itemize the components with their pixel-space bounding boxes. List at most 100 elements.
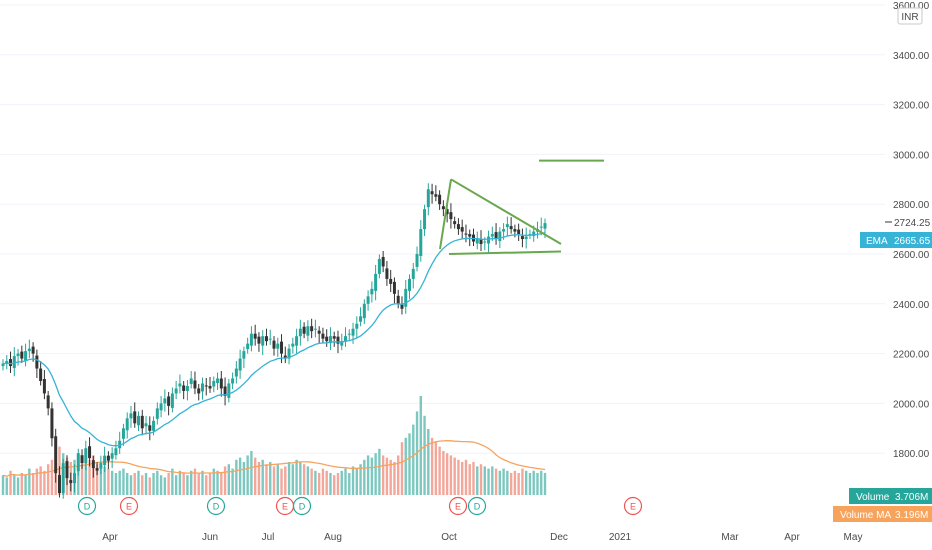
volume-bar (442, 451, 445, 495)
volume-bar (13, 475, 16, 495)
candle (46, 390, 50, 416)
y-tick-label: 2000.00 (893, 399, 930, 410)
volume-bar (363, 459, 366, 495)
volume-bar (325, 470, 328, 495)
candle (110, 447, 114, 469)
x-tick-label: 2021 (609, 532, 632, 543)
candle (453, 216, 457, 229)
price-axis[interactable]: 3600.00 3400.00 3200.00 3000.00 2800.00 2600.… (893, 1, 930, 460)
volume-bar (216, 470, 219, 495)
volume-bar (272, 466, 276, 495)
volume-bar (423, 415, 426, 495)
volume-bar (483, 466, 486, 495)
candle (137, 411, 140, 432)
candle (347, 329, 351, 342)
candle (268, 329, 272, 345)
x-tick-label: Jun (202, 532, 218, 543)
x-tick-label: Aug (324, 532, 342, 543)
candle (39, 361, 43, 386)
candle (170, 387, 174, 413)
volume-bar (122, 468, 125, 495)
time-axis[interactable]: Apr Jun Jul Aug Oct Dec 2021 Mar Apr May (102, 532, 862, 543)
candle (238, 349, 242, 379)
dividend-marker[interactable]: D (292, 496, 312, 516)
volume-bar (476, 466, 479, 495)
candle (185, 379, 189, 401)
volume-bar (374, 453, 377, 495)
volume-bar (137, 470, 140, 495)
volume-bar (299, 462, 302, 495)
candle (313, 319, 317, 338)
volume-bar (126, 473, 129, 495)
volume-bar (494, 468, 498, 495)
volume-bar (479, 464, 483, 495)
dividend-marker[interactable]: D (206, 496, 226, 516)
candle (253, 324, 257, 346)
volume-ma-badge-value: 3.196M (895, 510, 928, 521)
candle (321, 327, 325, 344)
candle (65, 455, 69, 486)
volume-bar (28, 468, 31, 495)
earnings-marker[interactable]: E (275, 496, 295, 516)
candle (121, 423, 125, 446)
volume-bar (287, 462, 291, 495)
volume-bar (321, 468, 325, 495)
volume-bar (509, 473, 513, 495)
y-tick-label: 2600.00 (893, 250, 930, 261)
y-tick-label: 3600.00 (893, 1, 930, 12)
earnings-marker[interactable]: E (119, 496, 139, 516)
candle (460, 219, 464, 239)
candle (84, 440, 88, 471)
candle (505, 216, 509, 237)
volume-bar (118, 470, 121, 495)
candle (494, 223, 498, 245)
last-price-value: 2724.25 (894, 218, 931, 229)
candle (223, 377, 227, 406)
volume-bar (536, 473, 539, 495)
volume-bar (468, 464, 471, 495)
candle (261, 330, 265, 356)
volume-bar (250, 451, 253, 495)
volume-bar (427, 429, 430, 495)
volume-bar (449, 455, 453, 495)
volume-bar (5, 477, 8, 495)
candle (57, 466, 61, 498)
candle (400, 296, 404, 315)
volume-ma-badge: Volume MA 3.196M (833, 506, 932, 522)
volume-bar (333, 475, 336, 495)
candle (27, 339, 31, 359)
candle (509, 217, 513, 234)
pennant-pattern (439, 159, 604, 255)
candle (234, 361, 238, 384)
volume-bar (506, 470, 509, 495)
volume-bar (457, 459, 460, 495)
volume-bar (235, 459, 238, 495)
volume-bar (370, 457, 374, 495)
volume-bar (412, 424, 415, 495)
volume-bar (129, 475, 133, 495)
volume-bar (487, 468, 490, 495)
volume-bar (205, 475, 208, 495)
y-tick-label: 2800.00 (893, 200, 930, 211)
candle (148, 416, 152, 441)
candlesticks (1, 183, 547, 499)
event-letter: D (474, 502, 481, 512)
dividend-marker[interactable]: D (467, 496, 487, 516)
candle (359, 307, 363, 327)
candle (16, 349, 20, 366)
earnings-marker[interactable]: E (448, 496, 468, 516)
candle (1, 359, 5, 371)
candle (310, 318, 314, 339)
candle (471, 228, 475, 247)
candle (264, 328, 268, 346)
earnings-marker[interactable]: E (623, 496, 643, 516)
dividend-marker[interactable]: D (77, 496, 97, 516)
candle (114, 440, 118, 460)
event-letter: E (126, 502, 132, 512)
volume-bar (306, 466, 310, 495)
volume-bar (144, 473, 148, 495)
x-tick-label: Oct (441, 532, 457, 543)
volume-bar (223, 466, 227, 495)
y-tick-label: 2200.00 (893, 350, 930, 361)
